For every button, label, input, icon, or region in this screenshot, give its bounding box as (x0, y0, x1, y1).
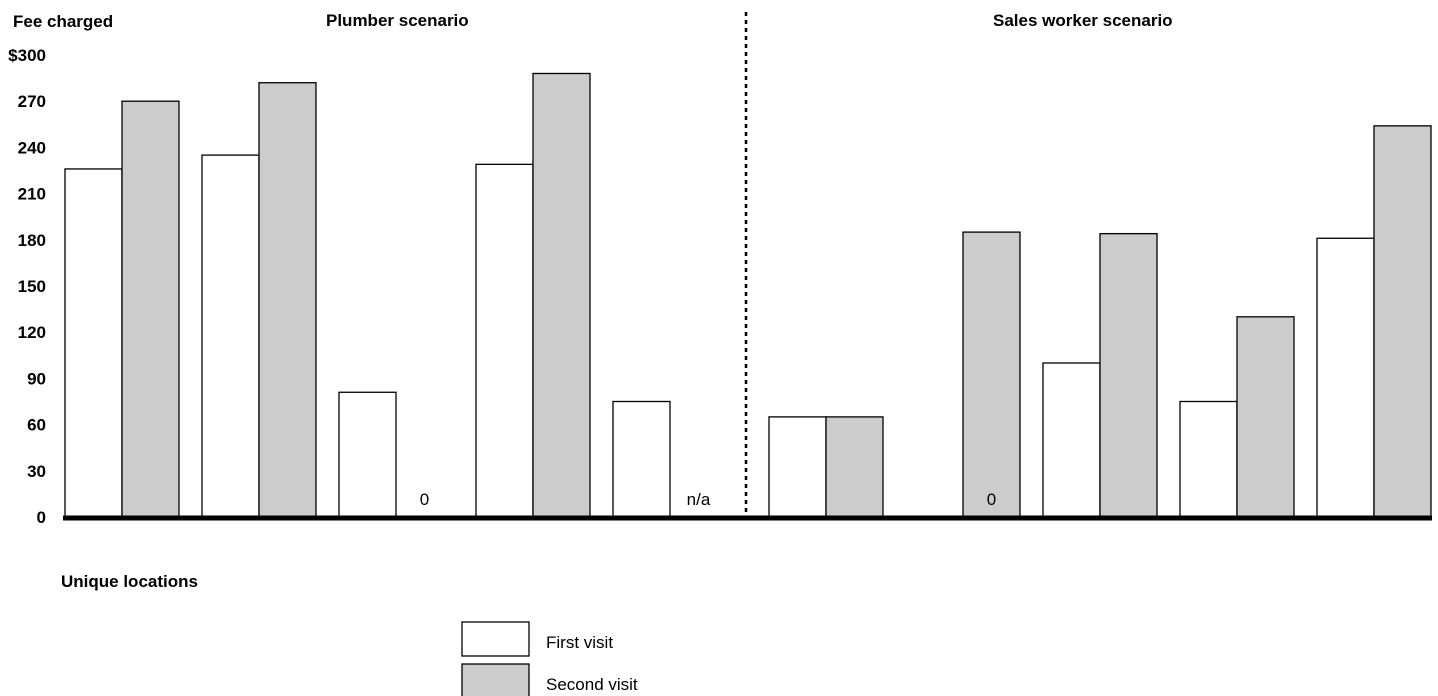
bar-plumber-second-visit (258, 82, 317, 518)
y-tick-label: 210 (18, 185, 46, 204)
chart-marks: $300 270 240 210 180 150 120 90 60 30 0 0 n/a 0 (8, 12, 1432, 527)
bar-plumber-first-visit (64, 168, 123, 518)
legend-swatch-second-visit (461, 663, 530, 696)
y-tick-label: 120 (18, 323, 46, 342)
bar-plumber-first-visit (201, 154, 260, 518)
bar-plumber-first-visit (338, 391, 397, 518)
y-tick-label: $300 (8, 46, 46, 65)
legend: First visit Second visit (461, 621, 638, 696)
y-tick-label: 90 (27, 369, 46, 388)
legend-label-first-visit: First visit (546, 633, 613, 652)
y-tick-label: 150 (18, 277, 46, 296)
legend-swatch-first-visit (461, 621, 530, 657)
y-axis-label: Fee charged (13, 12, 113, 31)
y-tick-label: 240 (18, 138, 46, 157)
bar-sales-worker-second-visit (962, 231, 1021, 518)
bar-sales-worker-first-visit (1316, 237, 1375, 518)
panel-title-sales-worker: Sales worker scenario (993, 11, 1173, 30)
bar-plumber-second-visit (532, 72, 591, 518)
y-tick-label: 30 (27, 462, 46, 481)
legend-label-second-visit: Second visit (546, 675, 638, 694)
bar-sales-worker-second-visit (1099, 232, 1158, 518)
bar-note-plumber: n/a (687, 490, 711, 509)
y-tick-label: 270 (18, 92, 46, 111)
bar-plumber-first-visit (612, 400, 671, 518)
bar-sales-worker-second-visit (1236, 316, 1295, 518)
bar-note-sales-worker: 0 (987, 490, 996, 509)
x-axis-label: Unique locations (61, 572, 198, 591)
y-tick-label: 0 (37, 508, 46, 527)
bar-sales-worker-second-visit (1373, 125, 1432, 518)
y-tick-label: 60 (27, 416, 46, 435)
bar-note-plumber: 0 (420, 490, 429, 509)
y-tick-label: 180 (18, 231, 46, 250)
bar-sales-worker-second-visit (825, 416, 884, 518)
bar-sales-worker-first-visit (1042, 362, 1101, 518)
bar-sales-worker-first-visit (1179, 400, 1238, 518)
bar-sales-worker-first-visit (768, 416, 827, 518)
panel-title-plumber: Plumber scenario (326, 11, 469, 30)
bar-plumber-first-visit (475, 163, 534, 518)
bar-plumber-second-visit (121, 100, 180, 518)
